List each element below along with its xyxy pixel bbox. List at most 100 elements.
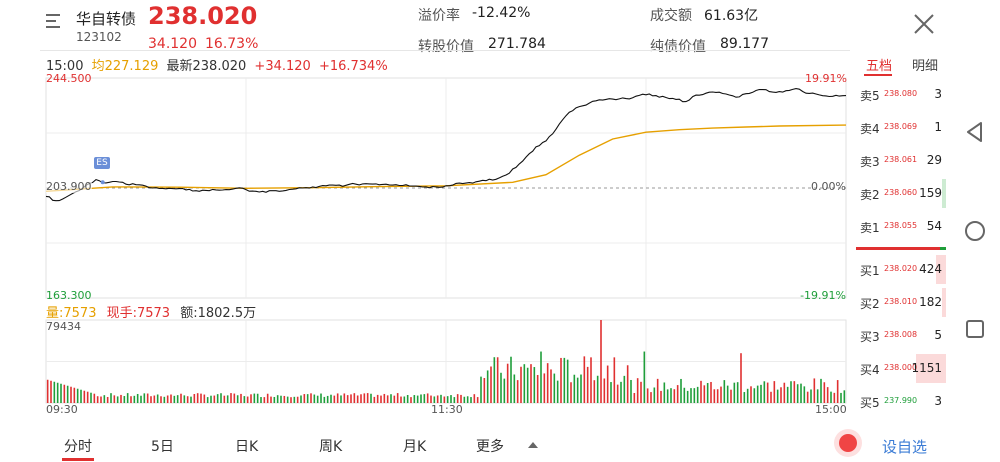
- premium-value: -12.42%: [472, 5, 531, 21]
- menu-icon[interactable]: [46, 14, 64, 28]
- volume-bar: [180, 393, 182, 403]
- volume-bar: [436, 395, 439, 403]
- volume-bar: [276, 395, 279, 403]
- volume-bar: [343, 393, 346, 403]
- buy-depth-bar: [942, 288, 946, 317]
- caret-up-icon[interactable]: [527, 440, 539, 450]
- volume-bar: [346, 395, 349, 403]
- volume-bar: [816, 389, 819, 403]
- volume-bar: [280, 395, 282, 403]
- volume-bar: [400, 396, 402, 403]
- add-to-watchlist-button[interactable]: 设自选: [882, 436, 927, 457]
- recent-apps-icon[interactable]: [963, 317, 987, 341]
- volume-bar: [626, 365, 629, 403]
- volume-bar: [536, 374, 539, 403]
- volume-bar: [543, 373, 546, 403]
- volume-bar: [283, 395, 286, 403]
- volume-bar: [693, 388, 696, 403]
- volume-bar: [716, 389, 719, 403]
- es-marker-dot: [100, 180, 105, 185]
- sell-level-price: 238.055: [884, 221, 918, 230]
- volume-bar: [680, 378, 682, 403]
- volume-bar: [556, 380, 559, 403]
- buy-level-label: 买3: [860, 330, 880, 344]
- sell-level-price: 238.080: [884, 89, 918, 98]
- bond-value: 89.177: [720, 36, 769, 52]
- buy-level-label: 买1: [860, 264, 880, 278]
- volume-bar: [403, 396, 406, 403]
- sell-level-label: 卖1: [860, 221, 880, 235]
- volume-bar: [320, 393, 322, 403]
- volume-bar: [193, 394, 196, 403]
- volume-bar: [750, 386, 752, 403]
- volume-bar: [636, 378, 639, 403]
- record-icon[interactable]: [839, 434, 857, 452]
- sell-row-2: 卖2 238.060 159: [856, 177, 946, 210]
- volume-bar: [206, 397, 209, 403]
- volume-bar: [326, 395, 329, 403]
- volume-bar: [376, 394, 379, 403]
- turnover-label: 成交额: [650, 8, 692, 24]
- volume-bar: [263, 397, 266, 403]
- volume-bar: [186, 396, 189, 403]
- buy-level-volume: 3: [934, 394, 942, 408]
- tab-daily-k[interactable]: 日K: [235, 439, 259, 455]
- home-icon[interactable]: [963, 219, 987, 243]
- volume-bar: [610, 382, 612, 403]
- sell-level-price: 238.060: [884, 188, 918, 197]
- es-badge[interactable]: ES: [94, 157, 110, 169]
- volume-bar: [156, 394, 159, 403]
- close-icon[interactable]: [912, 12, 936, 36]
- volume-bar: [623, 375, 626, 403]
- active-tab-underline: [62, 458, 94, 461]
- volume-bar: [446, 396, 449, 403]
- volume-bar: [586, 366, 589, 403]
- volume-bar: [533, 367, 536, 403]
- volume-bar: [396, 393, 399, 403]
- volume-info-row: 量:7573 现手:7573 额:1802.5万: [46, 302, 256, 321]
- bid-ask-ratio-bar: [856, 247, 946, 250]
- tab-details[interactable]: 明细: [912, 59, 939, 74]
- pct-axis-bottom-label: -19.91%: [800, 289, 846, 302]
- volume-bar: [190, 396, 192, 403]
- volume-bar: [633, 392, 636, 403]
- volume-bar: [690, 388, 692, 403]
- volume-bar: [763, 381, 766, 403]
- volume-bar: [600, 320, 602, 403]
- volume-bar: [470, 397, 472, 403]
- volume-bar: [503, 378, 506, 403]
- volume-bar: [333, 395, 336, 403]
- volume-bar: [236, 395, 239, 403]
- system-nav-bar: [950, 0, 1000, 462]
- volume-bar: [520, 366, 522, 403]
- volume-bar: [433, 396, 436, 403]
- buy-row-5: 买5 237.990 3: [856, 385, 946, 418]
- sell-row-3: 卖3 238.061 29: [856, 144, 946, 177]
- bond-value-label: 纯债价值: [650, 39, 706, 55]
- buy-level-price: 238.010: [884, 297, 918, 306]
- volume-bar: [770, 391, 772, 403]
- volume-label: 量:7573: [46, 306, 97, 321]
- price-change-pct: 16.73%: [205, 36, 259, 52]
- volume-bar: [360, 394, 362, 403]
- hand-label: 现手:7573: [106, 306, 171, 321]
- info-change: +34.120: [254, 59, 311, 74]
- sell-level-label: 卖5: [860, 89, 880, 103]
- buy-level-label: 买4: [860, 363, 880, 377]
- back-icon[interactable]: [963, 120, 987, 144]
- tab-5day[interactable]: 5日: [151, 439, 174, 455]
- volume-bar: [100, 396, 102, 403]
- volume-bar: [286, 396, 289, 403]
- tab-intraday[interactable]: 分时: [64, 439, 92, 455]
- tab-more[interactable]: 更多: [476, 439, 504, 455]
- chart-info-row: 15:00 均227.129 最新238.020 +34.120 +16.734…: [46, 55, 392, 74]
- volume-bar: [506, 363, 509, 403]
- tab-five-levels[interactable]: 五档: [866, 59, 893, 74]
- tab-weekly-k[interactable]: 周K: [319, 439, 343, 455]
- volume-bar: [416, 395, 419, 403]
- volume-bar: [513, 374, 516, 403]
- volume-bar: [736, 382, 739, 403]
- tab-monthly-k[interactable]: 月K: [403, 439, 427, 455]
- volume-bar: [450, 395, 452, 403]
